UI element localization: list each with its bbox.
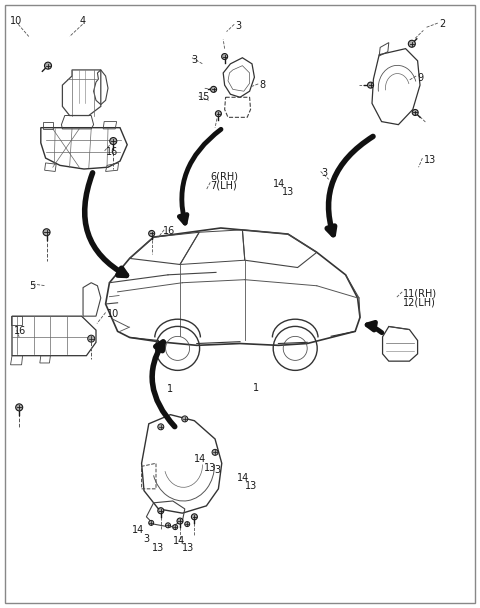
Text: 14: 14 [173, 536, 185, 545]
Text: 3: 3 [214, 465, 220, 475]
Circle shape [368, 82, 373, 88]
Text: 4: 4 [79, 16, 85, 26]
Circle shape [166, 523, 170, 528]
Circle shape [182, 416, 188, 422]
Circle shape [158, 424, 164, 430]
Text: 3: 3 [143, 534, 149, 544]
Circle shape [222, 54, 228, 60]
Text: 6(RH): 6(RH) [210, 171, 238, 181]
Text: 10: 10 [10, 16, 22, 26]
Circle shape [16, 404, 23, 411]
Text: 13: 13 [282, 187, 295, 196]
Text: 12(LH): 12(LH) [403, 298, 436, 308]
Text: 13: 13 [204, 463, 216, 473]
Text: 11(RH): 11(RH) [403, 288, 437, 298]
Circle shape [158, 508, 164, 514]
Text: 16: 16 [14, 326, 27, 336]
Circle shape [43, 229, 50, 236]
Circle shape [412, 109, 418, 116]
Text: 9: 9 [417, 73, 423, 83]
Circle shape [149, 520, 154, 525]
Text: 8: 8 [259, 80, 265, 90]
Text: 1: 1 [253, 383, 260, 393]
Circle shape [408, 40, 415, 47]
Text: 14: 14 [132, 525, 144, 535]
Circle shape [185, 522, 190, 527]
Text: 7(LH): 7(LH) [210, 181, 237, 190]
Circle shape [149, 230, 155, 237]
Text: 16: 16 [163, 226, 176, 236]
Text: 13: 13 [424, 155, 436, 165]
Text: 3: 3 [235, 21, 241, 30]
Circle shape [177, 518, 183, 524]
Circle shape [88, 335, 95, 342]
Text: 14: 14 [273, 179, 285, 188]
Circle shape [211, 86, 216, 92]
Text: 13: 13 [182, 543, 195, 553]
Text: 13: 13 [245, 482, 257, 491]
Text: 14: 14 [237, 473, 250, 483]
Text: 3: 3 [191, 55, 197, 64]
Circle shape [45, 62, 51, 69]
Text: 3: 3 [322, 168, 328, 178]
Circle shape [173, 525, 178, 530]
Text: 10: 10 [107, 309, 119, 319]
Text: 1: 1 [167, 384, 173, 394]
Circle shape [212, 449, 218, 455]
Text: 5: 5 [29, 281, 35, 291]
Circle shape [110, 137, 117, 145]
Text: 14: 14 [194, 454, 206, 464]
Text: 13: 13 [152, 543, 164, 553]
Text: 15: 15 [198, 92, 210, 102]
Circle shape [216, 111, 221, 117]
Circle shape [192, 514, 197, 520]
Text: 16: 16 [106, 147, 118, 157]
Text: 2: 2 [440, 19, 446, 29]
